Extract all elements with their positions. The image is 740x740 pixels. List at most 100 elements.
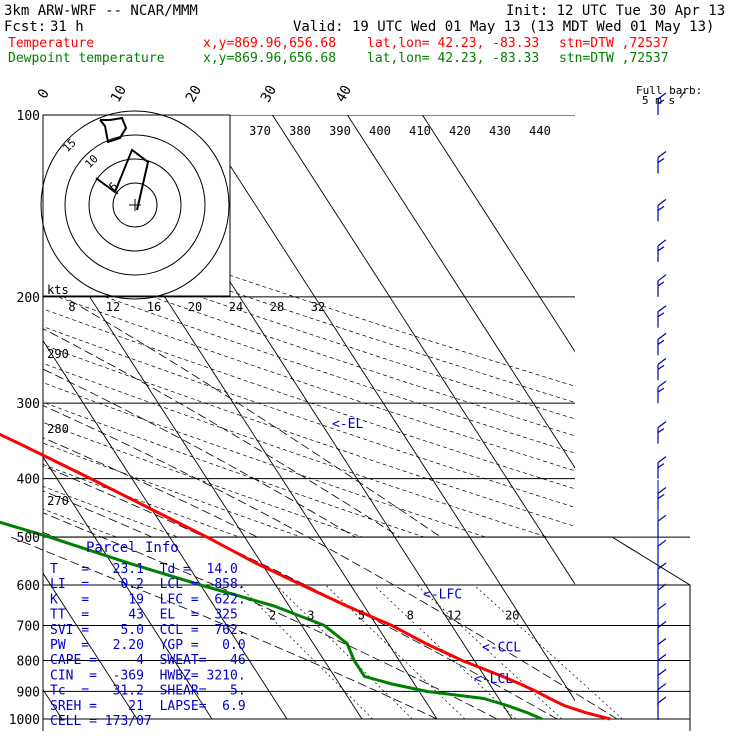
parcel-info-row-10: CELL = 173/07 [50,714,152,729]
ccl-annotation: <-CCL [482,641,521,656]
theta-label: 390 [329,124,351,138]
theta-label: 440 [529,124,551,138]
temperature-tick-label: 30 [258,83,280,106]
isotherm-lower [169,536,288,720]
mixing-ratio-lower [238,584,373,720]
mixing-ratio-label: 2 [269,608,276,622]
theta-label: 410 [409,124,431,138]
mixing-ratio-label: 5 [358,608,365,622]
pressure-label-200: 200 [17,291,40,306]
isotherm-lower [544,536,575,585]
wind-barb [657,421,667,444]
parcel-info-row-1: LI = 0.2 LCL = 858. [50,577,246,592]
forecast-hour: 31 h [50,19,84,35]
hodograph-ring [112,182,158,228]
wind-barb [657,487,667,510]
theta-label: 420 [449,124,471,138]
temperature-profile [0,432,611,721]
parcel-info-row-2: K = 19 LFC = 622. [50,592,246,607]
pressure-label-300: 300 [17,397,40,412]
dewpoint-latlon: lat,lon= 42.23, -83.33 [367,51,540,66]
dry-adiabat [43,308,575,490]
parcel-info-text: Parcel Info T = 23.1 Td = 14.0LI = 0.2 LC… [50,540,246,729]
mixing-ratio-label: 3 [307,608,314,622]
speed-scale-label: 32 [311,300,325,314]
isotherm-lower [94,536,213,720]
mixing-ratio-lower [275,584,413,720]
temperature-station: stn=DTW ,72537 [559,36,669,51]
lcl-annotation: <-LCL [474,672,513,687]
isotherm-lower [394,536,513,720]
isotherm [422,115,575,353]
isotherm-lower [43,572,138,720]
pressure-label-600: 600 [17,579,40,594]
lfc-annotation: <-LFC [423,587,462,602]
temperature-latlon: lat,lon= 42.23, -83.33 [367,36,540,51]
wind-barb [657,357,667,381]
kts-label: kts [47,283,69,297]
dry-adiabat [43,210,575,387]
mixing-ratio-label: 8 [407,608,414,622]
hodograph-ring [40,110,230,300]
dewpoint-legend: Dewpoint temperature [8,51,165,66]
parcel-info-row-9: SREH = 21 LAPSE= 6.9 [50,699,246,714]
mixing-ratio-label: 12 [447,608,461,622]
dewpoint-profile [0,520,543,721]
wind-barbs [657,92,667,720]
wind-barb [657,514,667,538]
parcel-info-row-8: Tc = 31.2 SHEAR= 5. [50,684,246,699]
wind-barb [657,305,667,328]
wind-barb [657,151,667,174]
moist-adiabat-lower [204,536,558,720]
dry-adiabat [43,225,575,403]
speed-scale-label: 12 [106,300,120,314]
parcel-info-row-0: T = 23.1 Td = 14.0 [50,562,238,577]
wind-barb [657,92,667,115]
theta-label-left: 270 [47,494,69,508]
parcel-info-title: Parcel Info [86,540,179,556]
speed-scale-label: 8 [68,300,75,314]
mixing-ratio-lower [473,584,623,720]
init-time: Init: 12 UTC Tue 30 Apr 13 [506,3,726,19]
full-barb-label: Full barb: [636,84,702,97]
moist-adiabat [43,328,575,652]
theta-label: 400 [369,124,391,138]
pressure-label-500: 500 [17,531,40,546]
parcel-info-row-4: SVI = 5.0 CCL = 762. [50,623,246,638]
moist-adiabat-lower [11,536,438,720]
parcel-info-row-5: PW = 2.20 YGP = 0.0 [50,638,246,653]
hodograph-trace [99,116,128,144]
hodograph-trace [95,148,150,211]
wind-barb [657,380,667,404]
hodograph-ring [88,158,182,252]
pressure-label-1000: 1000 [9,713,40,728]
moist-adiabat-lower [307,536,618,720]
temperature-legend: Temperature [8,36,95,51]
theta-label-left: 290 [47,347,69,361]
sounding-profiles [0,432,611,721]
forecast-label: Fcst: [4,19,47,35]
wind-barb [657,456,667,479]
el-annotation: <-EL [332,417,363,432]
barb-legend-tick [679,91,685,99]
pressure-label-700: 700 [17,619,40,634]
wind-barb [657,239,667,262]
hodograph-trace [109,185,119,195]
temperature-tick-label: 10 [108,83,130,106]
dry-adiabat [43,274,575,454]
wind-barb [657,198,667,222]
temperature-tick-label: 0 [35,86,53,101]
moist-adiabat-lower [101,536,498,720]
wind-barb [657,332,667,356]
theta-label: 370 [249,124,271,138]
parcel-info-row-7: CIN = -369 HWBZ= 3210. [50,668,246,683]
wind-barb [657,274,667,297]
model-title: 3km ARW-WRF -- NCAR/MMM [4,3,198,19]
speed-scale-label: 20 [188,300,202,314]
pressure-label-900: 900 [17,685,40,700]
dewpoint-xy: x,y=869.96,656.68 [203,51,337,66]
temperature-xy: x,y=869.96,656.68 [203,36,337,51]
parcel-info-row-3: TT = 43 EL = 325 [50,608,238,623]
pressure-label-100: 100 [17,109,40,124]
